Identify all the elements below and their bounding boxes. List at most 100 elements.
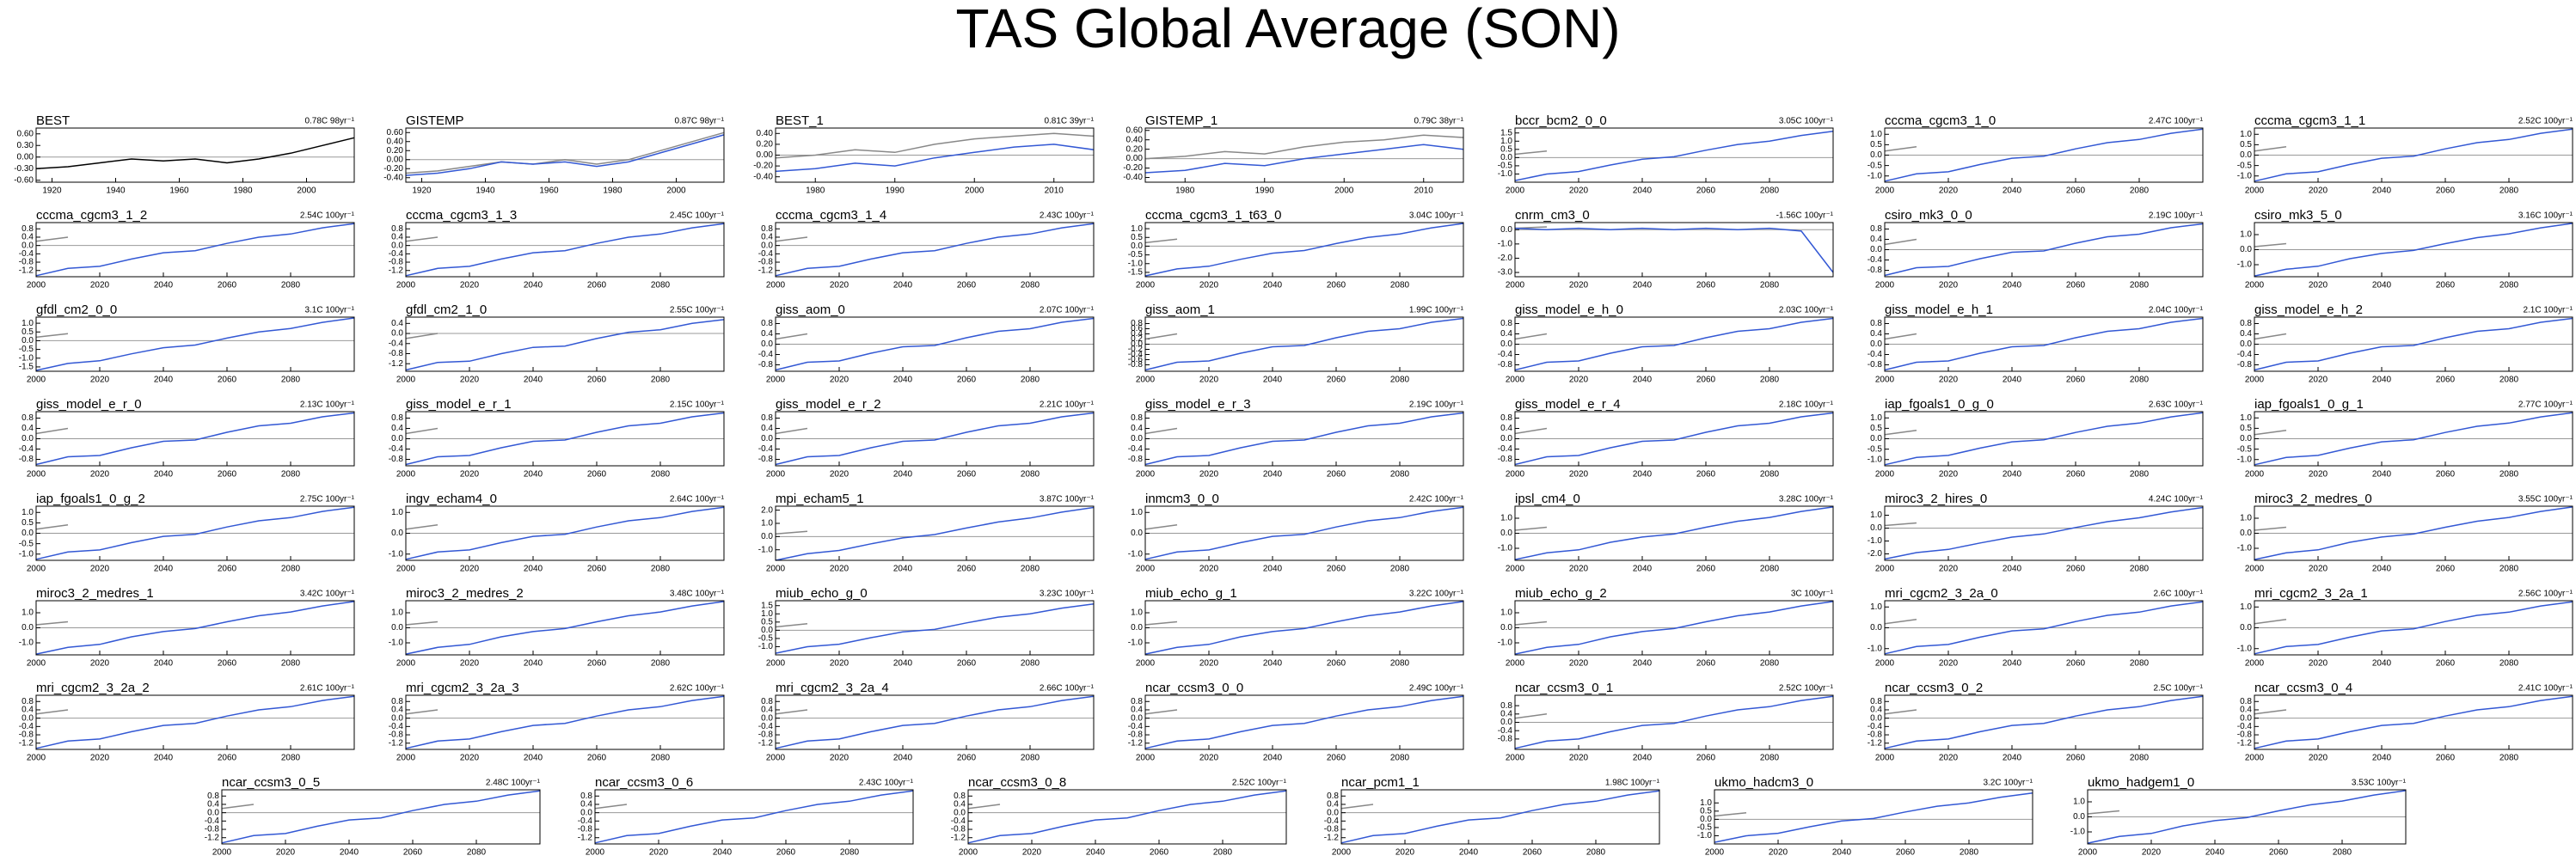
y-tick-label: 0.4 [1870, 706, 1882, 715]
panel-title: ncar_pcm1_1 [1341, 775, 1420, 790]
series-line [1514, 131, 1834, 181]
y-tick-label: -0.8 [1498, 455, 1513, 464]
y-tick-label: 1.0 [1131, 224, 1143, 234]
y-tick-label: 0.8 [761, 697, 773, 706]
x-tick-label: 1990 [886, 186, 905, 196]
series-line [1144, 223, 1464, 277]
plot-frame [594, 789, 914, 845]
series-line [1884, 506, 2204, 560]
x-tick-label: 2040 [154, 565, 174, 574]
series-line [1514, 317, 1834, 371]
x-tick-label: 2000 [766, 659, 786, 669]
y-tick-label: -0.4 [758, 444, 774, 454]
y-tick-label: -1.2 [389, 266, 404, 275]
y-tick-label: -0.8 [389, 730, 404, 740]
series-line [1144, 695, 1464, 749]
x-tick-label: 2000 [396, 754, 416, 763]
y-tick-label: -0.5 [1868, 161, 1883, 170]
y-tick-label: -0.4 [205, 816, 220, 826]
x-tick-label: 2040 [524, 754, 543, 763]
y-tick-label: 0.60 [387, 128, 404, 138]
y-tick-label: 1.0 [2240, 130, 2252, 139]
series-line [1514, 150, 1548, 156]
y-tick-label: 0.0 [1700, 815, 1712, 824]
panel-annotation: 2.18C 100yr⁻¹ [1779, 400, 1834, 410]
y-tick-label: 0.8 [580, 792, 592, 801]
y-tick-label: -2.0 [1868, 549, 1883, 559]
x-tick-label: 2060 [1696, 281, 1716, 290]
plot-frame [1144, 505, 1464, 561]
x-tick-label: 2080 [2499, 470, 2519, 480]
y-tick-label: -1.0 [389, 549, 404, 559]
x-tick-label: 2080 [1021, 470, 1040, 480]
y-tick-label: 0.8 [2240, 319, 2252, 328]
x-tick-label: 2040 [1633, 186, 1653, 196]
y-tick-label: 0.0 [761, 626, 773, 635]
y-tick-label: 0.0 [1131, 713, 1143, 723]
x-tick-label: 2040 [2003, 281, 2022, 290]
series-line [405, 333, 439, 339]
y-tick-label: 0.60 [1126, 125, 1144, 135]
x-tick-label: 2020 [460, 376, 480, 385]
x-tick-label: 2020 [1199, 754, 1219, 763]
x-tick-label: 2020 [2309, 754, 2328, 763]
y-tick-label: 1.0 [1500, 514, 1512, 523]
x-tick-label: 2040 [524, 281, 543, 290]
series-line [775, 223, 1095, 277]
x-tick-label: 2060 [218, 659, 237, 669]
y-tick-label: 1.0 [21, 508, 34, 517]
y-tick-label: 0.40 [757, 129, 774, 138]
y-tick-label: 0.0 [2240, 434, 2252, 443]
y-tick-label: 0.5 [2240, 424, 2252, 433]
x-tick-label: 2040 [1633, 470, 1653, 480]
plot-frame [1884, 600, 2204, 656]
y-tick-label: -0.6 [1128, 355, 1144, 364]
y-tick-label: -1.2 [578, 833, 593, 842]
y-tick-label: 1.0 [2240, 230, 2252, 240]
series-line [775, 506, 1095, 561]
x-tick-label: 2040 [893, 281, 913, 290]
y-tick-label: 0.8 [391, 697, 403, 706]
y-tick-label: 0.0 [761, 434, 773, 443]
y-tick-label: 0.20 [387, 146, 404, 156]
y-tick-label: 0.0 [1500, 153, 1512, 162]
y-tick-label: 0.8 [21, 697, 34, 706]
series-line [1144, 317, 1464, 371]
x-tick-label: 2060 [1327, 376, 1346, 385]
y-tick-label: -0.60 [14, 175, 34, 185]
y-tick-label: -1.0 [19, 639, 34, 648]
panel-title: miub_echo_g_0 [776, 586, 868, 601]
y-tick-label: 0.0 [761, 713, 773, 723]
y-tick-label: -0.4 [1868, 722, 1883, 731]
x-tick-label: 2080 [1760, 659, 1780, 669]
x-tick-label: 2020 [460, 659, 480, 669]
y-tick-label: 0.8 [207, 792, 219, 801]
x-tick-label: 2020 [2309, 376, 2328, 385]
y-tick-label: 1.0 [1870, 413, 1882, 423]
y-tick-label: 0.8 [391, 413, 403, 423]
plot-frame [1714, 789, 2033, 845]
x-tick-label: 2080 [651, 281, 671, 290]
y-tick-label: 1.0 [761, 609, 773, 619]
panel-annotation: 3.22C 100yr⁻¹ [1409, 590, 1464, 599]
x-tick-label: 2080 [1390, 281, 1410, 290]
y-tick-label: -0.8 [389, 258, 404, 267]
y-tick-label: -0.4 [19, 444, 34, 454]
y-tick-label: -0.4 [389, 444, 404, 454]
y-tick-label: -1.2 [758, 738, 774, 748]
plot-frame [1884, 222, 2204, 278]
x-tick-label: 2020 [2309, 565, 2328, 574]
y-tick-label: 0.4 [1500, 709, 1512, 718]
y-tick-label: -0.8 [2237, 360, 2253, 370]
x-tick-label: 2000 [27, 565, 46, 574]
y-tick-label: 0.4 [1131, 706, 1143, 715]
y-tick-label: -0.8 [19, 455, 34, 464]
y-tick-label: 0.0 [1131, 339, 1143, 349]
y-tick-label: 0.0 [2240, 339, 2252, 349]
panel-title: GISTEMP_1 [1145, 113, 1217, 128]
x-tick-label: 2000 [27, 659, 46, 669]
x-tick-label: 2080 [2499, 565, 2519, 574]
x-tick-label: 2060 [2066, 281, 2086, 290]
series-line [967, 790, 1287, 844]
x-tick-label: 2020 [1199, 376, 1219, 385]
